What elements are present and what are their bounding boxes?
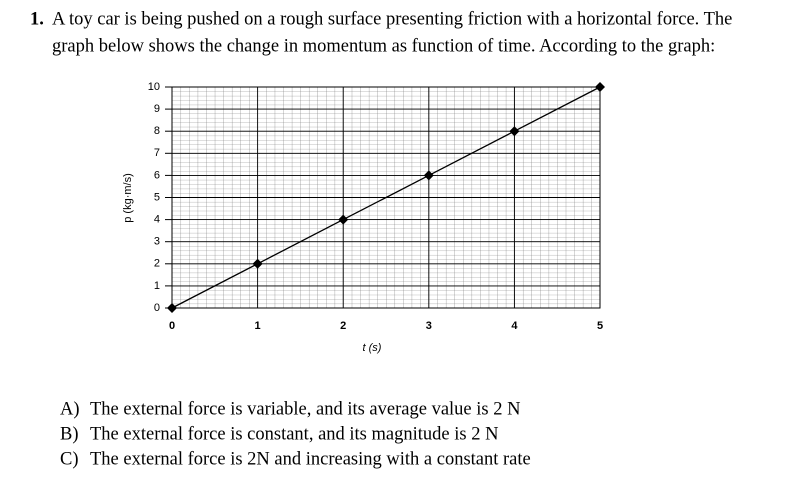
x-axis-label: t (s) [363,342,382,354]
y-tick-label: 6 [154,169,160,181]
data-point [252,258,263,269]
question-number: 1. [30,9,44,29]
data-point [167,303,177,313]
question-text: A toy car is being pushed on a rough sur… [52,9,732,29]
x-tick-label: 2 [340,320,346,332]
data-point [595,82,605,92]
y-axis-label: p (kg·m/s) [122,173,134,223]
y-tick-label: 7 [154,147,160,159]
y-tick-label: 0 [154,302,160,314]
y-tick-label: 3 [154,236,160,248]
option-label: B) [60,424,79,444]
option-text: The external force is variable, and its … [90,399,520,419]
option-text: The external force is constant, and its … [90,424,498,444]
x-tick-label: 4 [511,320,518,332]
y-tick-label: 1 [154,280,160,292]
data-point [423,170,434,181]
y-tick-label: 9 [154,103,160,115]
y-tick-label: 2 [154,258,160,270]
y-tick-label: 4 [154,214,160,226]
x-tick-label: 1 [255,320,261,332]
y-tick-label: 8 [154,125,160,137]
option-label: C) [60,449,79,469]
y-tick-label: 5 [154,191,160,203]
x-tick-label: 5 [597,320,603,332]
data-line [171,86,601,309]
y-tick-label: 10 [148,81,160,93]
data-point [338,214,349,225]
option-text: The external force is 2N and increasing … [90,449,531,469]
data-point [509,126,520,137]
option-label: A) [60,399,80,419]
x-tick-label: 3 [426,320,432,332]
x-tick-label: 0 [169,320,175,332]
question-text: graph below shows the change in momentum… [52,36,715,56]
